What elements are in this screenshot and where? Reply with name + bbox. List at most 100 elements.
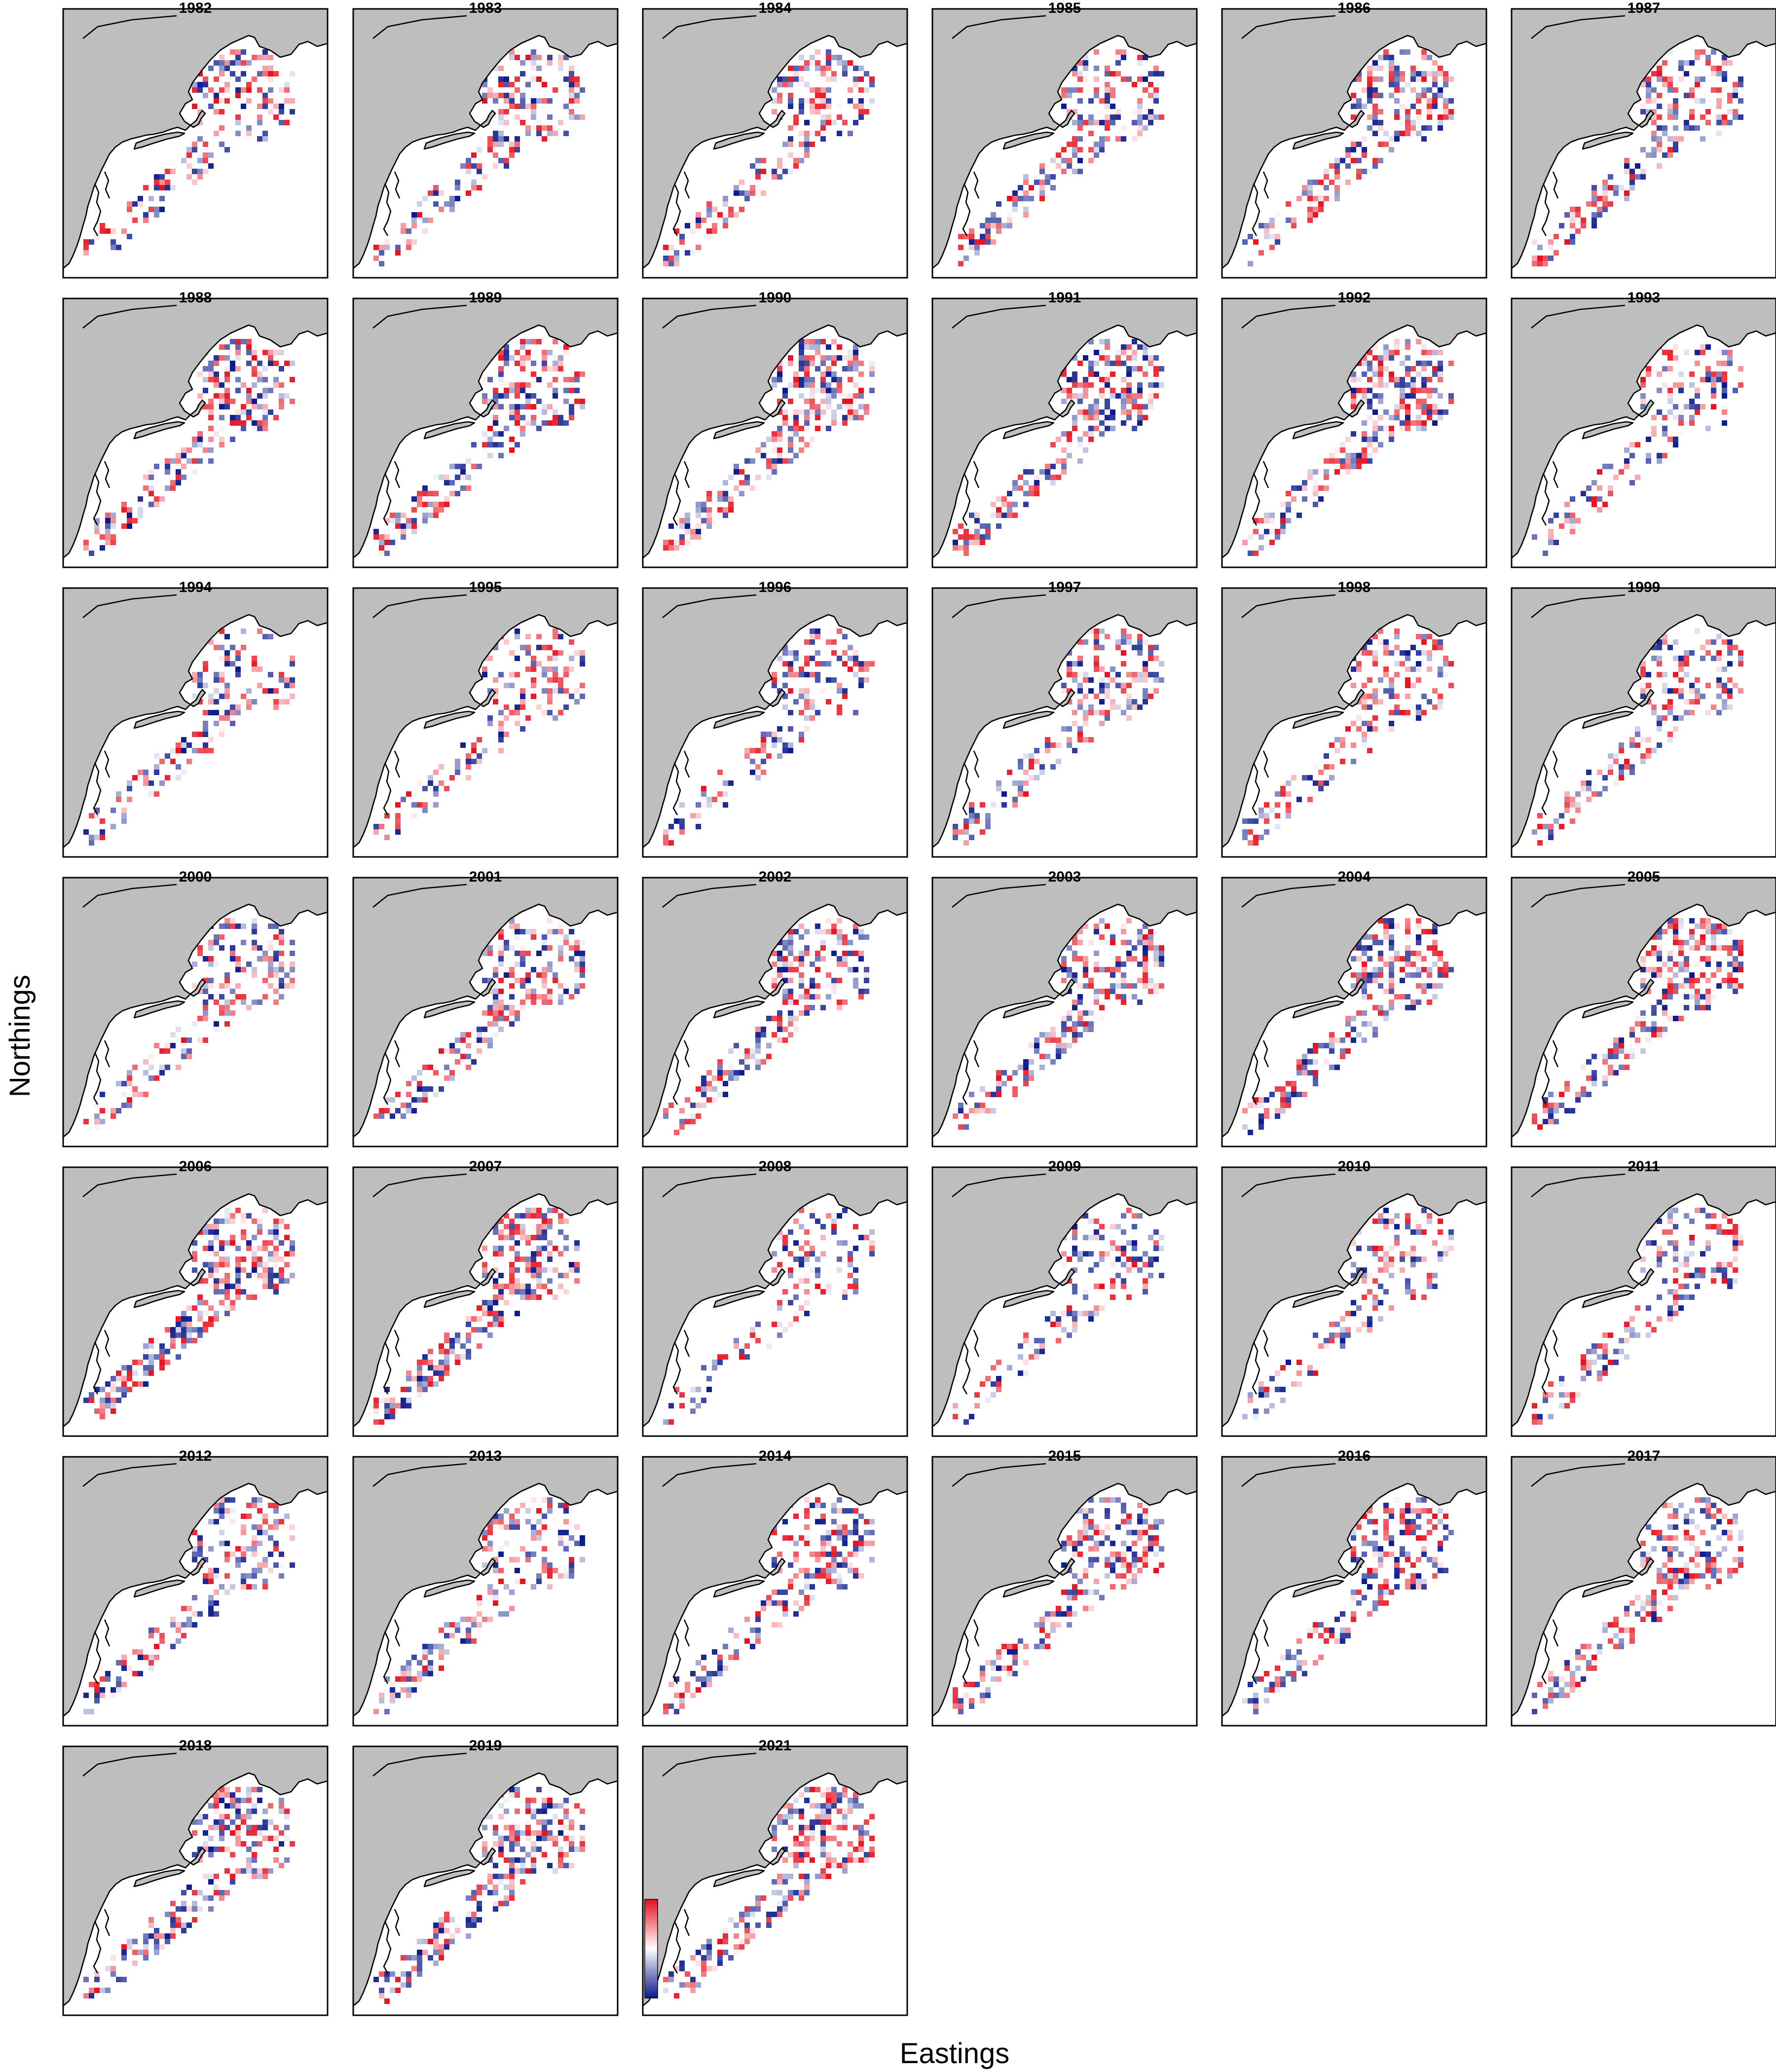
grid-cell — [525, 125, 531, 131]
grid-cell — [1367, 82, 1372, 87]
grid-cell — [1018, 196, 1023, 201]
grid-cell — [487, 1043, 493, 1048]
grid-cell — [498, 104, 504, 109]
grid-cell — [1061, 469, 1067, 475]
grid-cell — [422, 786, 428, 791]
grid-cell — [1443, 98, 1448, 104]
grid-cell — [1591, 791, 1597, 797]
grid-cell — [373, 824, 379, 829]
grid-cell — [1148, 71, 1153, 76]
grid-cell — [953, 835, 958, 840]
grid-cell — [701, 518, 706, 523]
grid-cell — [1034, 759, 1039, 764]
grid-cell — [815, 404, 820, 409]
grid-cell — [1105, 688, 1110, 694]
grid-cell — [1421, 366, 1427, 371]
grid-cell — [761, 158, 766, 163]
grid-cell — [89, 813, 94, 818]
grid-cell — [1570, 802, 1575, 808]
grid-cell — [869, 82, 875, 87]
grid-cell — [1007, 1075, 1012, 1081]
grid-cell — [1153, 956, 1159, 962]
grid-cell — [766, 437, 772, 442]
grid-cell — [869, 98, 875, 104]
grid-cell — [1307, 207, 1313, 212]
grid-cell — [547, 1208, 553, 1213]
grid-cell — [509, 404, 515, 409]
grid-cell — [837, 962, 842, 967]
grid-cell — [1083, 409, 1088, 415]
grid-cell — [1094, 661, 1099, 666]
grid-cell — [384, 534, 390, 540]
grid-cell — [471, 185, 477, 190]
grid-cell — [1443, 104, 1448, 109]
grid-cell — [706, 212, 712, 218]
grid-cell — [1416, 704, 1421, 710]
grid-cell — [690, 813, 696, 818]
grid-cell — [1389, 989, 1394, 994]
grid-cell — [826, 355, 831, 361]
grid-cell — [799, 978, 804, 983]
grid-cell — [111, 808, 116, 813]
grid-cell — [498, 158, 504, 163]
grid-cell — [230, 1284, 235, 1289]
grid-cell — [515, 962, 520, 967]
grid-cell — [493, 994, 498, 999]
grid-cell — [422, 502, 428, 507]
grid-cell — [176, 458, 181, 464]
grid-cell — [197, 393, 203, 399]
grid-cell — [504, 344, 509, 350]
grid-cell — [214, 1021, 219, 1027]
grid-cell — [799, 158, 804, 163]
grid-cell — [788, 962, 793, 967]
grid-cell — [219, 710, 224, 715]
long-island — [423, 421, 476, 440]
grid-cell — [192, 672, 197, 677]
grid-cell — [395, 824, 401, 829]
grid-cell — [1302, 1092, 1307, 1097]
grid-cell — [1651, 967, 1657, 972]
grid-cell — [214, 1284, 219, 1289]
grid-cell — [1137, 76, 1143, 82]
grid-cell — [279, 962, 284, 967]
grid-cell — [848, 350, 853, 355]
grid-cell — [542, 688, 547, 694]
grid-cell — [1591, 502, 1597, 507]
grid-cell — [782, 962, 788, 967]
grid-cell — [674, 1130, 679, 1135]
grid-cell — [777, 656, 782, 661]
grid-cell — [498, 672, 504, 677]
grid-cell — [1695, 999, 1700, 1005]
grid-cell — [1242, 239, 1248, 245]
grid-cell — [820, 98, 826, 104]
grid-cell — [471, 464, 477, 469]
grid-cell — [1023, 1081, 1029, 1086]
grid-cell — [208, 399, 214, 404]
grid-cell — [558, 945, 563, 951]
grid-cell — [728, 502, 734, 507]
grid-cell — [1705, 924, 1711, 929]
grid-cell — [224, 1240, 230, 1246]
grid-cell — [1432, 420, 1438, 426]
grid-cell — [493, 694, 498, 699]
grid-cell — [1416, 109, 1421, 114]
grid-cell — [547, 645, 553, 650]
grid-cell — [1722, 404, 1727, 409]
grid-cell — [246, 82, 252, 87]
grid-cell — [1153, 366, 1159, 371]
grid-cell — [1410, 66, 1416, 71]
grid-cell — [203, 1037, 208, 1043]
grid-cell — [853, 929, 858, 934]
bay-coastline — [1252, 473, 1260, 526]
grid-cell — [1029, 764, 1034, 770]
grid-cell — [262, 1273, 268, 1278]
grid-cell — [815, 131, 820, 136]
grid-cell — [1427, 967, 1432, 972]
grid-cell — [1640, 737, 1646, 742]
grid-cell — [766, 753, 772, 759]
grid-cell — [799, 934, 804, 940]
grid-cell — [252, 967, 257, 972]
grid-cell — [208, 447, 214, 453]
map-panel-1998: 1998 — [1221, 579, 1487, 858]
grid-cell — [777, 399, 782, 404]
